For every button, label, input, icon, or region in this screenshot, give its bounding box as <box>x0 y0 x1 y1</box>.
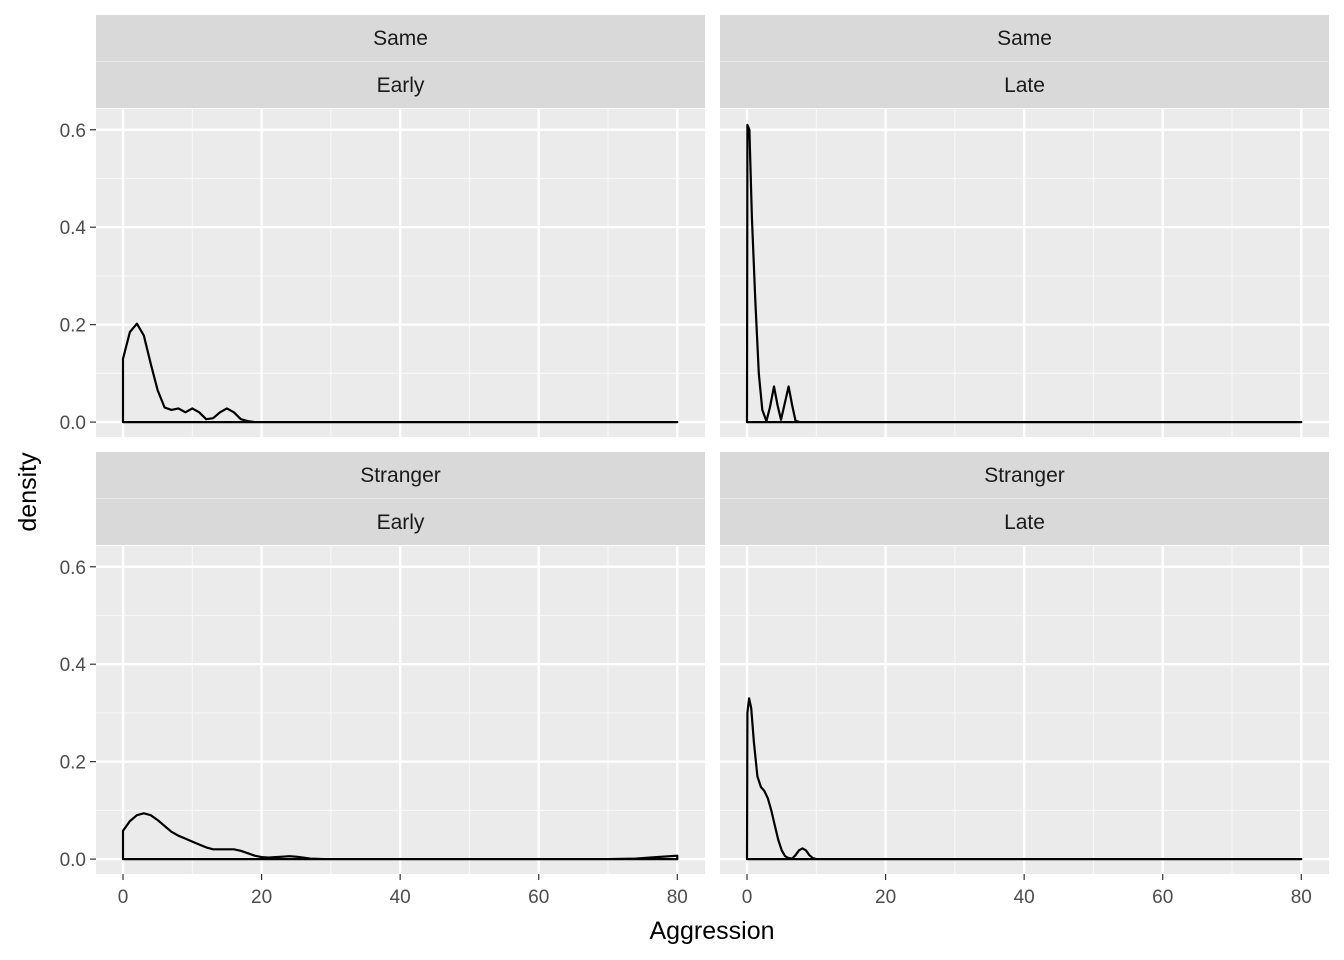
y-tick-label: 0.0 <box>60 850 86 871</box>
strip-label-top: Stranger <box>984 464 1065 487</box>
strip-label-bottom: Early <box>377 511 425 534</box>
y-tick-label: 0.2 <box>60 753 86 774</box>
strip-bottom-background <box>96 62 705 108</box>
strip-label-top: Stranger <box>360 464 441 487</box>
facet-panel: Stranger Late 0 20 40 60 80 <box>720 452 1329 908</box>
x-tick-label: 0 <box>118 887 129 908</box>
y-tick-label: 0.0 <box>60 413 86 434</box>
facet-panel: Stranger Early 0.0 0.2 0.4 0.6 0 20 40 60 80 <box>60 452 705 908</box>
y-axis-title: density <box>14 452 42 532</box>
strip-top-background <box>720 452 1329 498</box>
y-tick-label: 0.4 <box>60 655 87 676</box>
x-tick-label: 40 <box>1014 887 1035 908</box>
y-tick-label: 0.2 <box>60 316 86 337</box>
density-curve <box>121 322 679 424</box>
x-tick-label: 60 <box>1152 887 1173 908</box>
strip-top-background <box>96 15 705 61</box>
y-tick-label: 0.6 <box>60 558 86 579</box>
y-tick-label: 0.6 <box>60 121 86 142</box>
x-tick-label: 20 <box>875 887 896 908</box>
strip-label-bottom: Late <box>1004 74 1045 97</box>
density-curve <box>121 812 679 861</box>
strip-bottom-background <box>720 62 1329 108</box>
x-tick-label: 40 <box>390 887 411 908</box>
x-tick-label: 80 <box>1291 887 1312 908</box>
y-tick-label: 0.4 <box>60 218 87 239</box>
strip-label-bottom: Early <box>377 74 425 97</box>
x-tick-label: 80 <box>667 887 688 908</box>
strip-label-top: Same <box>373 27 428 50</box>
density-curve <box>745 123 1303 424</box>
facet-panel: Same Late <box>720 15 1329 437</box>
x-tick-label: 0 <box>742 887 753 908</box>
x-tick-label: 60 <box>528 887 549 908</box>
strip-top-background <box>96 452 705 498</box>
strip-label-bottom: Late <box>1004 511 1045 534</box>
strip-label-top: Same <box>997 27 1052 50</box>
facet-panel: Same Early 0.0 0.2 0.4 0.6 <box>60 15 705 437</box>
strip-bottom-background <box>96 499 705 545</box>
strip-top-background <box>720 15 1329 61</box>
density-curve <box>745 697 1303 861</box>
x-axis-title: Aggression <box>649 917 774 945</box>
strip-bottom-background <box>720 499 1329 545</box>
x-tick-label: 20 <box>251 887 272 908</box>
